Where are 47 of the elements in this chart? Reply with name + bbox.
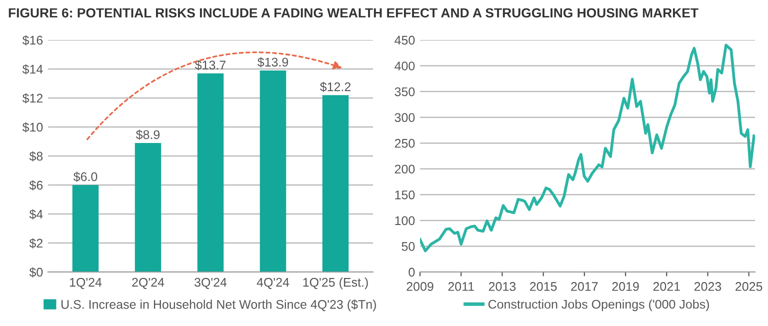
bar bbox=[72, 185, 99, 272]
x-tick-label: 2017 bbox=[571, 282, 598, 291]
y-tick-label: 200 bbox=[394, 164, 415, 174]
y-tick-label: $14 bbox=[22, 64, 43, 74]
text: $8.9 bbox=[136, 130, 160, 140]
text: $13.9 bbox=[257, 57, 288, 68]
x-tick-label: 2025 bbox=[736, 282, 762, 291]
x-tick-label: 4Q'24 bbox=[256, 278, 290, 289]
chart-title: FIGURE 6: POTENTIAL RISKS INCLUDE A FADING WEALTH EFFECT AND A STRUGGLING HOUSING MARKET bbox=[8, 8, 698, 18]
text: $6.0 bbox=[73, 172, 98, 182]
bar bbox=[134, 142, 162, 272]
y-tick-label: $4 bbox=[29, 209, 43, 220]
x-tick-label: 2023 bbox=[694, 282, 722, 291]
x-tick-label: 2Q'24 bbox=[132, 278, 164, 289]
y-tick-label: 450 bbox=[394, 36, 415, 45]
legend-label: U.S. Increase in Household Net Worth Since 4Q'23 ($Tn) bbox=[62, 299, 376, 312]
legend-label: Construction Jobs Openings ('000 Jobs) bbox=[488, 299, 709, 312]
y-tick-label: 150 bbox=[395, 190, 415, 200]
y-tick-label: $6 bbox=[29, 180, 43, 190]
y-tick-label: 100 bbox=[395, 216, 415, 226]
x-tick-label: 2015 bbox=[530, 282, 557, 291]
y-tick-label: 350 bbox=[394, 87, 415, 96]
y-tick-label: 400 bbox=[394, 62, 415, 70]
y-tick-label: $10 bbox=[22, 122, 43, 132]
x-tick-label: 2021 bbox=[653, 282, 680, 291]
x-tick-label: 2011 bbox=[448, 282, 474, 291]
text: $13.7 bbox=[194, 60, 226, 70]
y-tick-label: 0 bbox=[408, 268, 415, 277]
x-tick-label: 1Q'24 bbox=[70, 278, 102, 289]
x-tick-label: 2019 bbox=[612, 282, 639, 291]
y-tick-label: $12 bbox=[22, 93, 43, 104]
y-tick-label: 50 bbox=[402, 242, 415, 251]
y-tick-label: $8 bbox=[29, 151, 43, 162]
y-tick-label: $16 bbox=[22, 35, 43, 46]
x-tick-label: 1Q'25 (Est.) bbox=[303, 278, 368, 290]
bar bbox=[322, 95, 349, 272]
line-series bbox=[420, 44, 755, 252]
y-tick-label: $2 bbox=[29, 238, 43, 248]
x-tick-label: 3Q'24 bbox=[194, 278, 227, 289]
x-tick-label: 2013 bbox=[488, 282, 516, 291]
text: $12.2 bbox=[320, 82, 351, 92]
y-tick-label: 300 bbox=[394, 113, 415, 122]
y-tick-label: 250 bbox=[394, 138, 415, 148]
bar bbox=[260, 70, 286, 272]
x-tick-label: 2009 bbox=[406, 282, 434, 291]
y-tick-label: $0 bbox=[29, 267, 43, 278]
bar bbox=[197, 73, 224, 272]
